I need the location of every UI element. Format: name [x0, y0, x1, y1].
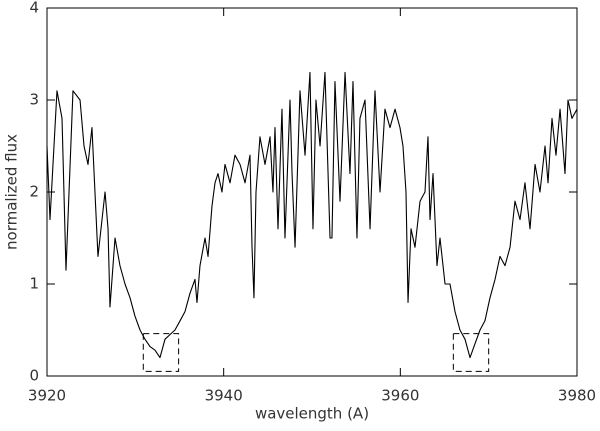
y-tick-label: 0 — [29, 367, 39, 385]
x-axis-label: wavelength (A) — [255, 405, 369, 423]
y-tick-label: 4 — [29, 0, 39, 17]
y-tick-label: 3 — [29, 91, 39, 109]
highlight-box — [142, 333, 180, 372]
spectrum-line — [46, 71, 578, 359]
y-tick-label: 1 — [29, 275, 39, 293]
highlight-box — [452, 333, 490, 372]
x-tick-label: 3960 — [381, 387, 419, 405]
y-axis-label: normalized flux — [3, 134, 21, 250]
y-tick-label: 2 — [29, 183, 39, 201]
x-tick-label: 3920 — [28, 387, 66, 405]
x-tick-label: 3980 — [558, 387, 596, 405]
x-tick-label: 3940 — [205, 387, 243, 405]
